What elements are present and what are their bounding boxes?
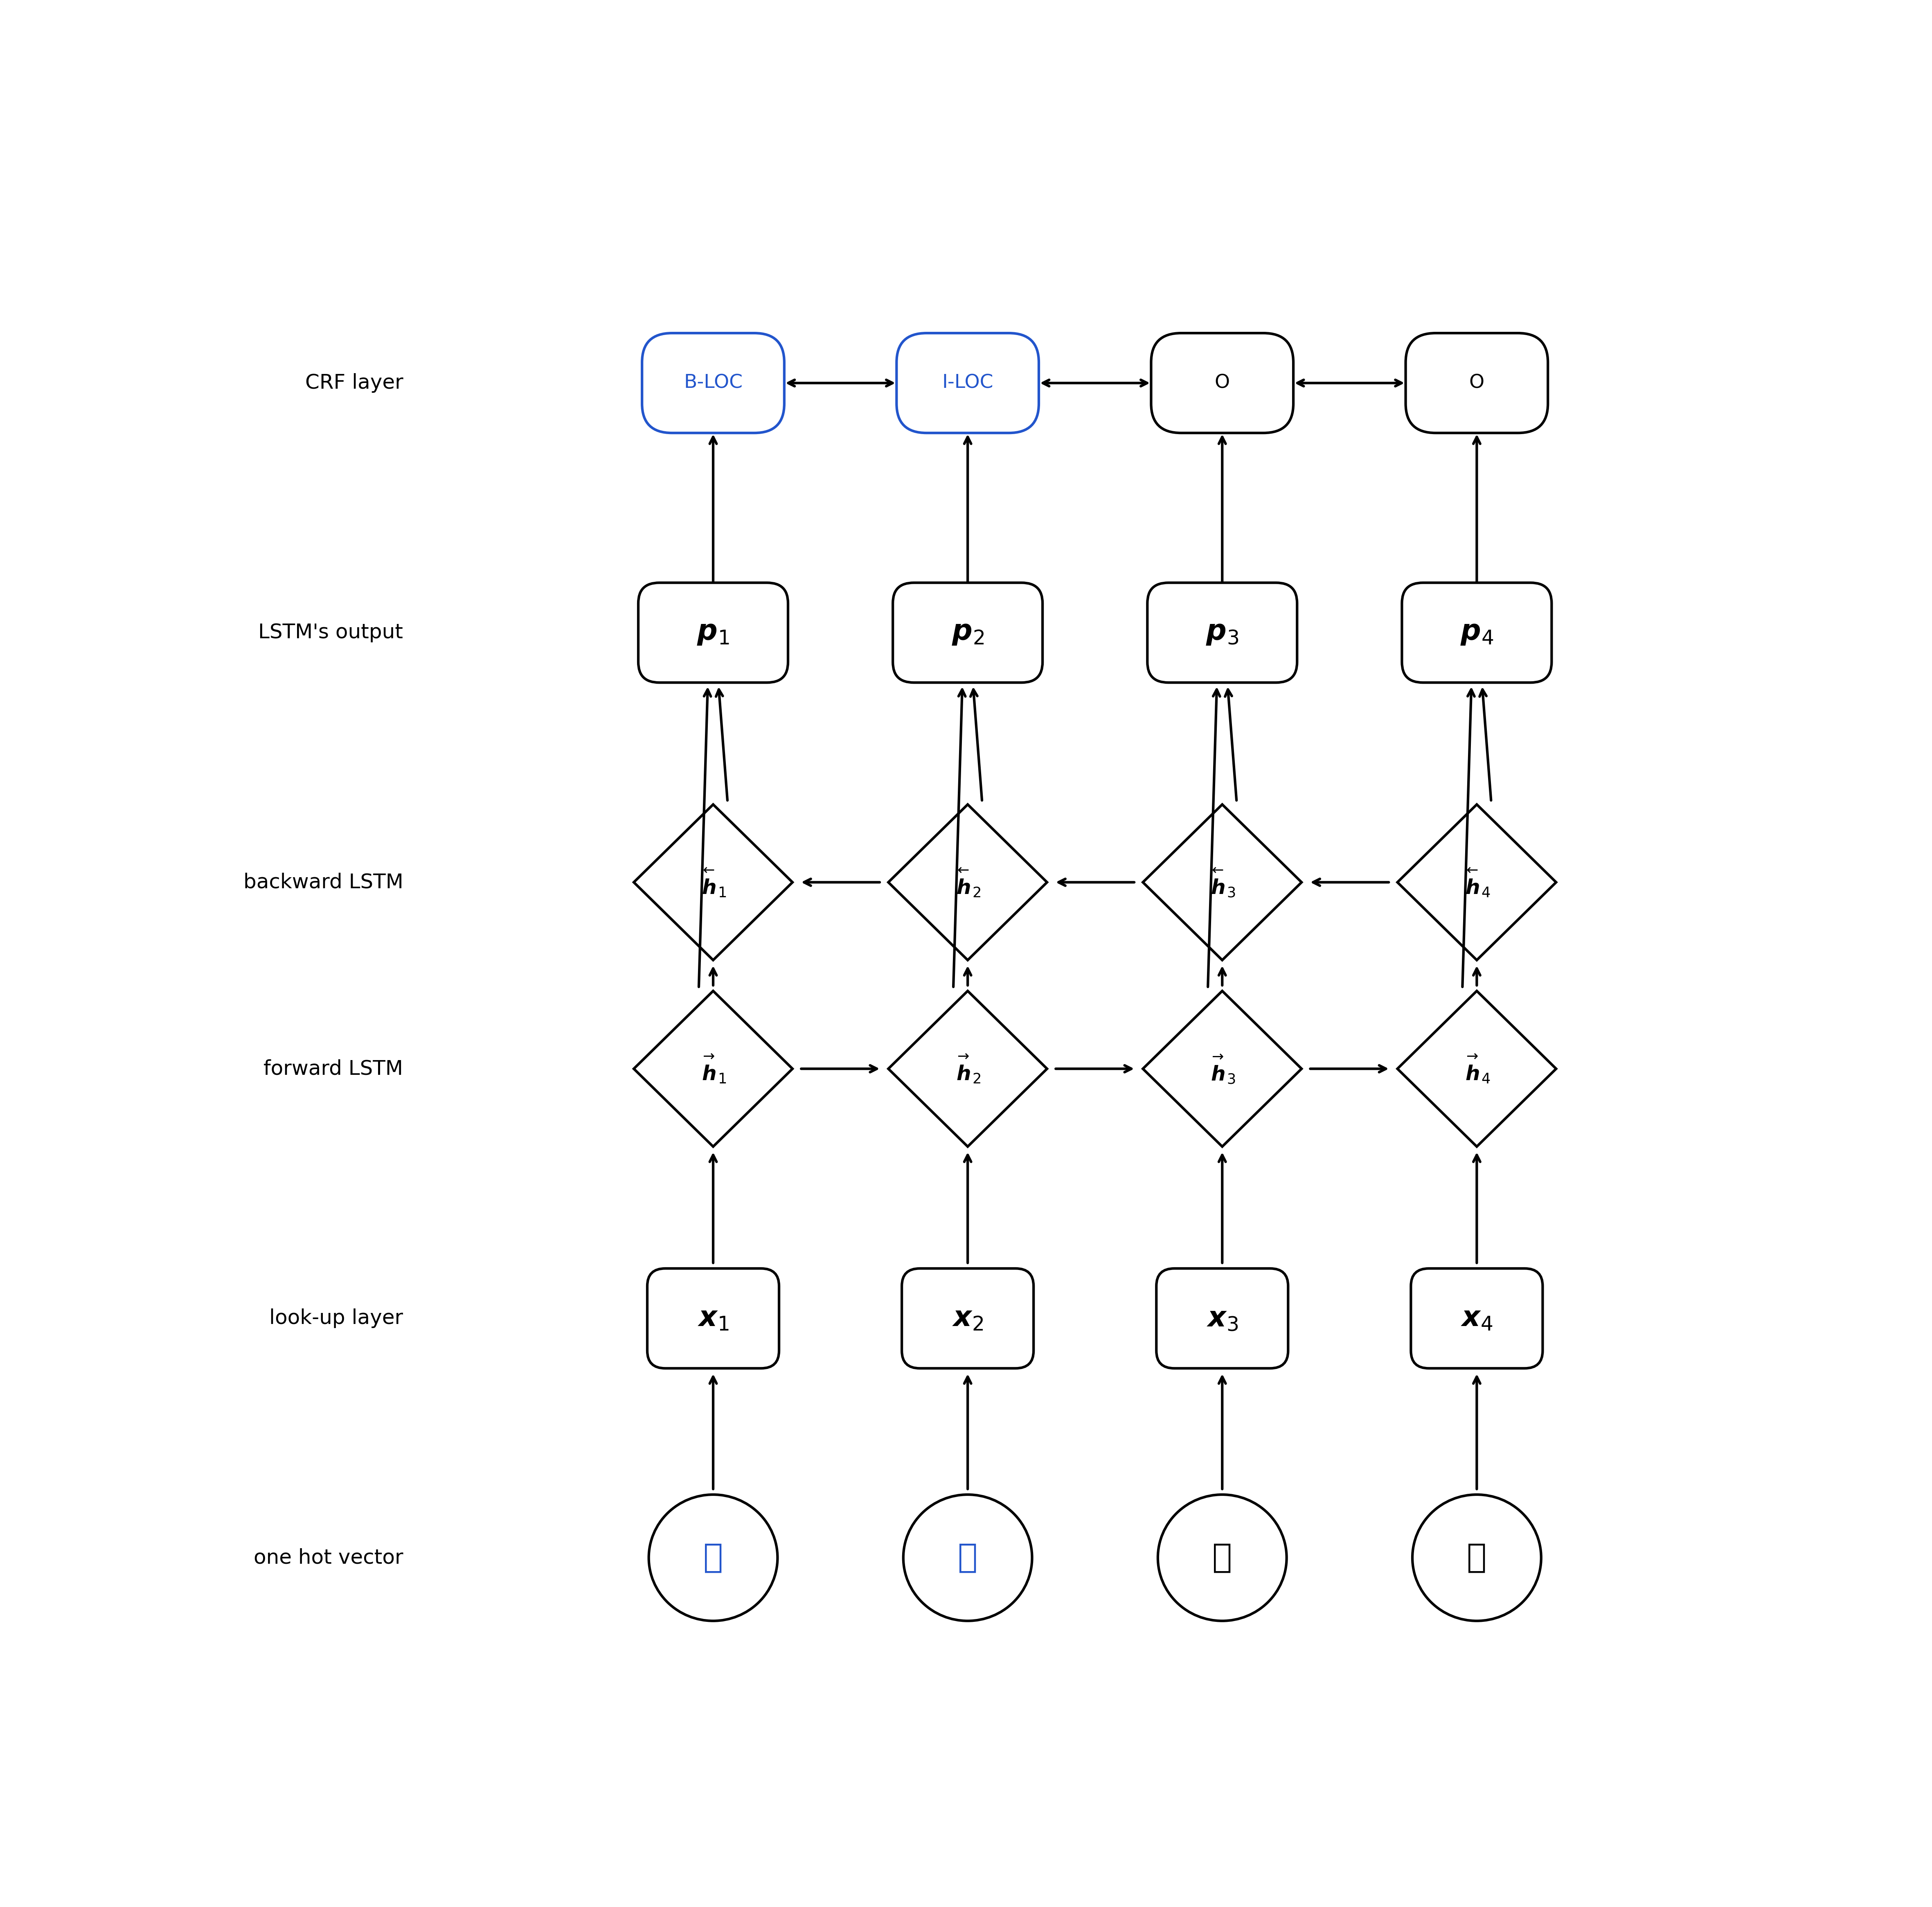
Text: $\overset{\rightarrow}{\boldsymbol{h}}_{1}$: $\overset{\rightarrow}{\boldsymbol{h}}_{…: [699, 1053, 726, 1085]
FancyBboxPatch shape: [1410, 1268, 1542, 1369]
Text: $\boldsymbol{x}_{2}$: $\boldsymbol{x}_{2}$: [952, 1304, 983, 1333]
Polygon shape: [1397, 992, 1555, 1146]
Circle shape: [1157, 1495, 1287, 1621]
Text: 中: 中: [703, 1541, 723, 1573]
Text: $\boldsymbol{x}_{3}$: $\boldsymbol{x}_{3}$: [1206, 1304, 1238, 1333]
Text: 大: 大: [1466, 1541, 1486, 1573]
FancyBboxPatch shape: [1148, 584, 1296, 683]
FancyBboxPatch shape: [896, 334, 1039, 433]
Text: $\overset{\leftarrow}{\boldsymbol{h}}_{1}$: $\overset{\leftarrow}{\boldsymbol{h}}_{1…: [699, 866, 726, 898]
Text: $\boldsymbol{p}_{4}$: $\boldsymbol{p}_{4}$: [1461, 620, 1493, 646]
Text: $\boldsymbol{p}_{3}$: $\boldsymbol{p}_{3}$: [1206, 620, 1238, 646]
Text: 很: 很: [1213, 1541, 1233, 1573]
Polygon shape: [889, 805, 1047, 959]
Text: backward LSTM: backward LSTM: [243, 873, 404, 892]
Text: $\boldsymbol{p}_{2}$: $\boldsymbol{p}_{2}$: [951, 620, 983, 646]
Text: one hot vector: one hot vector: [253, 1548, 404, 1568]
FancyBboxPatch shape: [641, 334, 784, 433]
Text: $\overset{\rightarrow}{\boldsymbol{h}}_{4}$: $\overset{\rightarrow}{\boldsymbol{h}}_{…: [1463, 1053, 1490, 1085]
Text: $\boldsymbol{p}_{1}$: $\boldsymbol{p}_{1}$: [697, 620, 730, 646]
FancyBboxPatch shape: [647, 1268, 779, 1369]
Polygon shape: [634, 805, 792, 959]
FancyBboxPatch shape: [1151, 334, 1293, 433]
Polygon shape: [1144, 805, 1302, 959]
Circle shape: [1412, 1495, 1542, 1621]
Text: I-LOC: I-LOC: [943, 374, 993, 393]
Circle shape: [904, 1495, 1032, 1621]
Text: $\boldsymbol{x}_{1}$: $\boldsymbol{x}_{1}$: [697, 1304, 728, 1333]
Text: B-LOC: B-LOC: [684, 374, 742, 393]
Text: forward LSTM: forward LSTM: [263, 1058, 404, 1079]
Text: look-up layer: look-up layer: [269, 1308, 404, 1327]
Text: CRF layer: CRF layer: [305, 374, 404, 393]
FancyBboxPatch shape: [893, 584, 1043, 683]
FancyBboxPatch shape: [1403, 584, 1551, 683]
Text: $\overset{\leftarrow}{\boldsymbol{h}}_{2}$: $\overset{\leftarrow}{\boldsymbol{h}}_{2…: [954, 866, 981, 898]
Circle shape: [649, 1495, 777, 1621]
FancyBboxPatch shape: [1406, 334, 1548, 433]
Text: $\overset{\leftarrow}{\boldsymbol{h}}_{3}$: $\overset{\leftarrow}{\boldsymbol{h}}_{3…: [1209, 866, 1235, 898]
FancyBboxPatch shape: [902, 1268, 1034, 1369]
Text: LSTM's output: LSTM's output: [259, 624, 404, 643]
Text: $\overset{\leftarrow}{\boldsymbol{h}}_{4}$: $\overset{\leftarrow}{\boldsymbol{h}}_{4…: [1463, 866, 1490, 898]
FancyBboxPatch shape: [638, 584, 788, 683]
Text: O: O: [1215, 374, 1231, 393]
Polygon shape: [1144, 992, 1302, 1146]
Text: $\boldsymbol{x}_{4}$: $\boldsymbol{x}_{4}$: [1461, 1304, 1493, 1333]
Text: $\overset{\rightarrow}{\boldsymbol{h}}_{2}$: $\overset{\rightarrow}{\boldsymbol{h}}_{…: [954, 1053, 981, 1085]
FancyBboxPatch shape: [1157, 1268, 1289, 1369]
Text: 国: 国: [958, 1541, 978, 1573]
Polygon shape: [634, 992, 792, 1146]
Text: O: O: [1468, 374, 1484, 393]
Text: $\overset{\rightarrow}{\boldsymbol{h}}_{3}$: $\overset{\rightarrow}{\boldsymbol{h}}_{…: [1209, 1053, 1235, 1085]
Polygon shape: [889, 992, 1047, 1146]
Polygon shape: [1397, 805, 1555, 959]
